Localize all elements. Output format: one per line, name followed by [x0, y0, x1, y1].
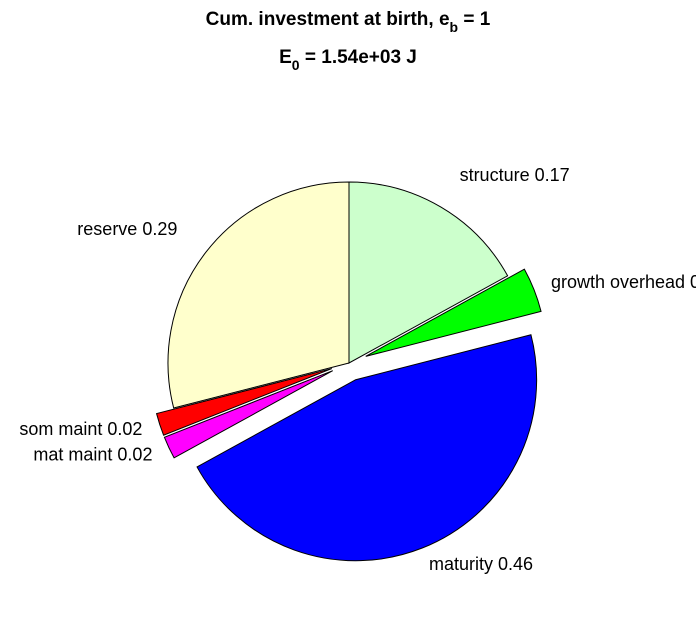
slice-label: mat maint 0.02 — [33, 444, 152, 464]
slice-value: 0.29 — [142, 219, 177, 239]
slice-label: som maint 0.02 — [19, 419, 142, 439]
subtitle-text: E — [279, 47, 292, 68]
slice-value: 0.04 — [690, 272, 696, 292]
slice-name: som maint — [19, 419, 102, 439]
slice-name: growth overhead — [551, 272, 685, 292]
slice-value: 0.02 — [117, 444, 152, 464]
subtitle-tail: = 1.54e+03 J — [300, 47, 417, 68]
title-text: Cum. investment at birth, e — [206, 9, 450, 30]
slice-label: growth overhead 0.04 — [551, 272, 696, 292]
slice-name: mat maint — [33, 444, 112, 464]
slice-value: 0.02 — [107, 419, 142, 439]
pie-slice — [196, 334, 538, 562]
slice-value: 0.46 — [498, 554, 533, 574]
title-sub: b — [450, 19, 459, 35]
title-tail: = 1 — [458, 9, 491, 30]
pie-slice — [167, 181, 350, 409]
pie-slice — [365, 268, 542, 357]
slice-label: maturity 0.46 — [429, 554, 533, 574]
chart-title: Cum. investment at birth, eb = 1 — [206, 9, 491, 35]
slice-value: 0.17 — [535, 165, 570, 185]
slice-name: maturity — [429, 554, 493, 574]
slice-name: structure — [460, 165, 530, 185]
pie-slice — [163, 370, 333, 459]
chart-subtitle: E0 = 1.54e+03 J — [279, 47, 417, 73]
subtitle-sub: 0 — [292, 57, 300, 73]
slice-label: structure 0.17 — [460, 165, 570, 185]
slice-label: reserve 0.29 — [77, 219, 177, 239]
slice-name: reserve — [77, 219, 137, 239]
pie-slice — [155, 368, 333, 436]
pie-slice — [348, 181, 509, 364]
